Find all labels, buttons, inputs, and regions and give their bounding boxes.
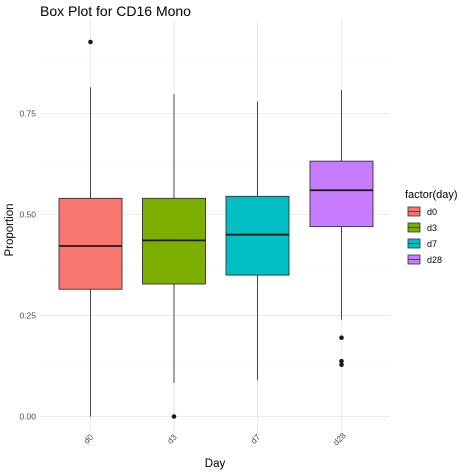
legend-label: d28	[427, 255, 442, 265]
y-tick-label: 0.25	[19, 311, 36, 321]
chart-title: Box Plot for CD16 Mono	[40, 3, 191, 19]
x-axis-ticks: d0 d3 d7 d28	[81, 430, 348, 447]
box-body	[225, 195, 290, 276]
box-d28	[309, 90, 374, 368]
outlier-point	[339, 335, 344, 341]
outlier-point	[171, 414, 177, 419]
boxes	[58, 39, 374, 419]
y-tick-label: 0.75	[19, 109, 36, 119]
outlier-point	[88, 39, 93, 45]
box-d3	[142, 94, 206, 419]
legend-items: d0 d3 d7 d28	[407, 206, 442, 265]
box-d0	[58, 39, 123, 417]
outlier-point	[339, 362, 344, 368]
legend-label: d7	[427, 239, 437, 249]
legend-label: d0	[427, 207, 437, 217]
x-tick-label: d28	[331, 430, 348, 447]
outlier-point	[339, 358, 344, 364]
y-tick-label: 0.00	[19, 412, 36, 422]
box-d7	[225, 101, 290, 381]
x-axis-label: Day	[205, 458, 226, 470]
y-axis-label: Proportion	[4, 203, 16, 256]
x-tick-label: d7	[248, 432, 262, 446]
x-tick-label: d3	[165, 432, 179, 446]
x-tick-label: d0	[81, 432, 95, 446]
legend-title: factor(day)	[405, 189, 458, 201]
box-body	[309, 160, 374, 228]
legend: factor(day) d0 d3 d7 d28	[405, 189, 458, 265]
legend-label: d3	[427, 223, 437, 233]
y-axis-ticks: 0.00 0.25 0.50 0.75	[19, 109, 36, 422]
box-body	[58, 197, 123, 290]
y-tick-label: 0.50	[19, 210, 36, 220]
